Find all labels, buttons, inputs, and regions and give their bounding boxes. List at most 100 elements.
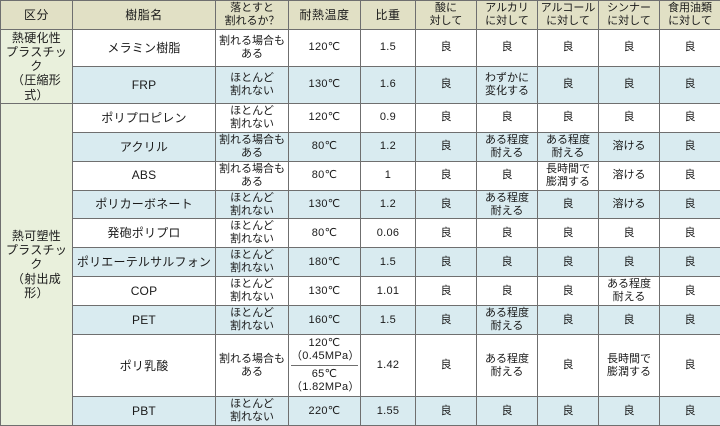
cell-breakage-line1: 割れる場合も bbox=[218, 134, 286, 147]
header-resin-name: 樹脂名 bbox=[73, 1, 216, 30]
cell-acid-line1: 良 bbox=[418, 169, 474, 182]
cell-alkali: 良 bbox=[477, 397, 538, 426]
cell-alkali-line1: 良 bbox=[479, 169, 535, 182]
cell-edible-oil-line1: 良 bbox=[662, 111, 718, 124]
cell-edible-oil: 良 bbox=[660, 397, 720, 426]
table-row: 熱硬化性 プラスチック （圧縮形式） メラミン樹脂 割れる場合も ある 120℃… bbox=[1, 29, 720, 66]
cell-heat: 180℃ bbox=[289, 248, 361, 277]
table-row: ポリエーテルサルフォン ほとんど 割れない 180℃ 1.5 良 良 良 良 良 bbox=[1, 248, 720, 277]
cell-heat: 220℃ bbox=[289, 397, 361, 426]
cell-breakage: ほとんど 割れない bbox=[216, 306, 289, 335]
cell-gravity: 1.2 bbox=[361, 132, 416, 161]
cell-breakage-line1: ほとんど bbox=[218, 192, 286, 205]
header-thinner: シンナー に対して bbox=[599, 1, 660, 30]
cell-breakage-line2: 割れない bbox=[218, 233, 286, 246]
cell-alcohol-line1: 良 bbox=[540, 41, 596, 54]
cell-alkali-line1: ある程度 bbox=[479, 307, 535, 320]
cell-edible-oil-line1: 良 bbox=[662, 359, 718, 372]
cell-edible-oil-line1: 良 bbox=[662, 41, 718, 54]
cell-edible-oil: 良 bbox=[660, 335, 720, 397]
cell-edible-oil: 良 bbox=[660, 306, 720, 335]
cell-alcohol-line1: 良 bbox=[540, 78, 596, 91]
cell-alcohol: 良 bbox=[538, 277, 599, 306]
cell-heat: 80℃ bbox=[289, 132, 361, 161]
cell-alcohol-line1: 良 bbox=[540, 256, 596, 269]
cell-resin-name: 発砲ポリプロ bbox=[73, 219, 216, 248]
cell-alcohol: 長時間で 膨潤する bbox=[538, 161, 599, 190]
cell-alkali-line1: 良 bbox=[479, 41, 535, 54]
table-row: PET ほとんど 割れない 160℃ 1.5 良 ある程度 耐える 良 良 良 bbox=[1, 306, 720, 335]
cell-acid-line1: 良 bbox=[418, 285, 474, 298]
table-row: ポリ乳酸 割れる場合も ある 120℃ （0.45MPa） 65℃ （1.82M… bbox=[1, 335, 720, 397]
table-header: 区分 樹脂名 落とすと 割れるか？ 耐熱温度 比重 酸に 対して アルカリ に対… bbox=[1, 1, 720, 30]
cell-thinner: 良 bbox=[599, 397, 660, 426]
cell-gravity: 1.6 bbox=[361, 66, 416, 103]
cell-alcohol-line1: 良 bbox=[540, 285, 596, 298]
cell-heat: 120℃ bbox=[289, 29, 361, 66]
cell-alcohol: 良 bbox=[538, 66, 599, 103]
cell-alcohol-line1: 良 bbox=[540, 198, 596, 211]
cell-breakage-line1: 割れる場合も bbox=[218, 353, 286, 366]
cell-heat: 120℃ bbox=[289, 103, 361, 132]
group-cell-thermoplastic: 熱可塑性 プラスチック （射出成形） bbox=[1, 103, 73, 425]
cell-edible-oil-line1: 良 bbox=[662, 78, 718, 91]
cell-edible-oil: 良 bbox=[660, 29, 720, 66]
cell-resin-name: アクリル bbox=[73, 132, 216, 161]
header-group: 区分 bbox=[1, 1, 73, 30]
cell-heat: 130℃ bbox=[289, 66, 361, 103]
cell-resin-name: ポリカーボネート bbox=[73, 190, 216, 219]
table-row: COP ほとんど 割れない 130℃ 1.01 良 良 良 ある程度 耐える 良 bbox=[1, 277, 720, 306]
cell-gravity: 1.5 bbox=[361, 248, 416, 277]
cell-edible-oil-line1: 良 bbox=[662, 227, 718, 240]
cell-edible-oil: 良 bbox=[660, 190, 720, 219]
cell-alkali-line1: 良 bbox=[479, 256, 535, 269]
cell-gravity: 1.5 bbox=[361, 29, 416, 66]
cell-thinner-line1: 良 bbox=[601, 227, 657, 240]
cell-alcohol: 良 bbox=[538, 306, 599, 335]
cell-breakage: ほとんど 割れない bbox=[216, 66, 289, 103]
cell-breakage-line1: 割れる場合も bbox=[218, 35, 286, 48]
cell-acid: 良 bbox=[416, 335, 477, 397]
cell-breakage-line2: ある bbox=[218, 176, 286, 189]
group-label-line2: プラスチック bbox=[3, 243, 70, 271]
cell-edible-oil: 良 bbox=[660, 161, 720, 190]
cell-alkali-line2: 耐える bbox=[479, 205, 535, 218]
header-edible-oil-line1: 食用油類 bbox=[662, 2, 718, 15]
cell-alcohol-line1: ある程度 bbox=[540, 134, 596, 147]
cell-edible-oil: 良 bbox=[660, 132, 720, 161]
cell-breakage-line1: ほとんど bbox=[218, 249, 286, 262]
cell-thinner: 良 bbox=[599, 29, 660, 66]
cell-resin-name: PET bbox=[73, 306, 216, 335]
cell-acid-line1: 良 bbox=[418, 314, 474, 327]
cell-acid: 良 bbox=[416, 103, 477, 132]
cell-thinner: 長時間で 膨潤する bbox=[599, 335, 660, 397]
cell-alcohol: 良 bbox=[538, 397, 599, 426]
cell-breakage-line2: 割れない bbox=[218, 262, 286, 275]
cell-breakage-line1: ほとんど bbox=[218, 307, 286, 320]
cell-thinner-line1: 良 bbox=[601, 111, 657, 124]
cell-gravity: 0.06 bbox=[361, 219, 416, 248]
cell-alkali-line2: 耐える bbox=[479, 320, 535, 333]
cell-alcohol-line1: 良 bbox=[540, 405, 596, 418]
cell-acid: 良 bbox=[416, 190, 477, 219]
cell-thinner: 良 bbox=[599, 219, 660, 248]
cell-resin-name: ABS bbox=[73, 161, 216, 190]
cell-breakage-line2: ある bbox=[218, 147, 286, 160]
cell-thinner: ある程度 耐える bbox=[599, 277, 660, 306]
cell-edible-oil-line1: 良 bbox=[662, 285, 718, 298]
cell-alcohol-line1: 良 bbox=[540, 111, 596, 124]
cell-breakage-line1: ほとんど bbox=[218, 278, 286, 291]
cell-breakage: 割れる場合も ある bbox=[216, 161, 289, 190]
cell-breakage-line2: 割れない bbox=[218, 205, 286, 218]
cell-thinner-line1: ある程度 bbox=[601, 278, 657, 291]
cell-acid: 良 bbox=[416, 29, 477, 66]
cell-acid-line1: 良 bbox=[418, 227, 474, 240]
cell-heat-top-load: （0.45MPa） bbox=[291, 350, 358, 363]
header-edible-oil: 食用油類 に対して bbox=[660, 1, 720, 30]
group-label-line1: 熱硬化性 bbox=[3, 31, 70, 45]
cell-thinner-line1: 良 bbox=[601, 314, 657, 327]
cell-heat: 80℃ bbox=[289, 161, 361, 190]
cell-breakage-line1: ほとんど bbox=[218, 220, 286, 233]
header-thinner-line2: に対して bbox=[601, 15, 657, 28]
cell-acid-line1: 良 bbox=[418, 78, 474, 91]
